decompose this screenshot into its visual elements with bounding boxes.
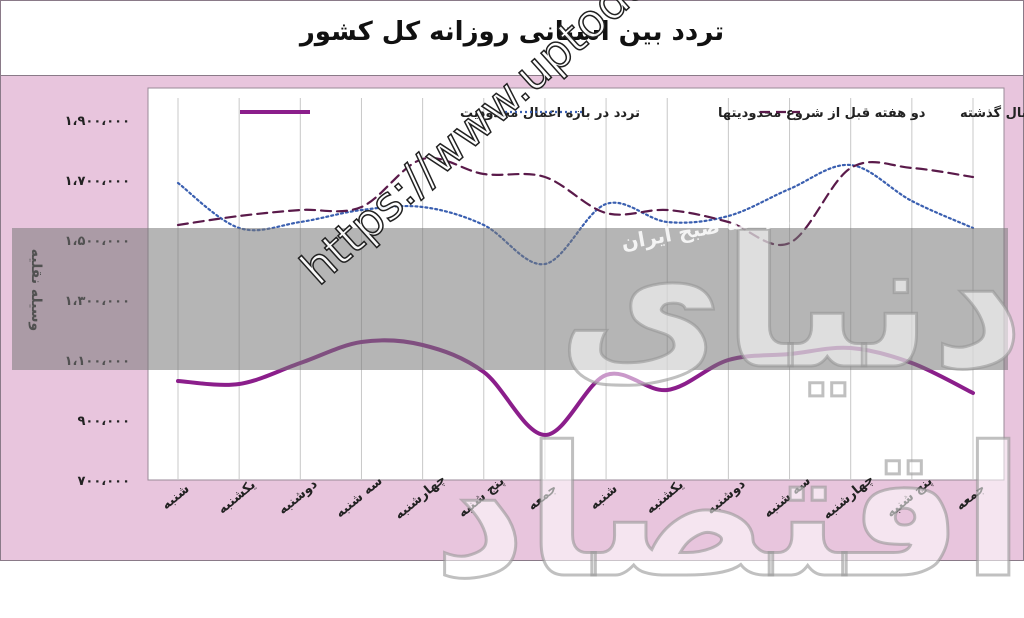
legend-label-3: تردد مدت مشابه سال گذشته bbox=[960, 105, 1024, 121]
y-tick-label: ۹۰۰،۰۰۰ bbox=[77, 414, 130, 429]
legend-label-1: تردد در بازه اعمال محدودیت bbox=[460, 106, 640, 121]
y-tick-label: ۷۰۰،۰۰۰ bbox=[77, 474, 130, 489]
y-tick-label: ۱،۷۰۰،۰۰۰ bbox=[65, 174, 130, 189]
chart-title: تردد بین استانی روزانه کل کشور bbox=[299, 17, 725, 47]
series-line-3 bbox=[176, 156, 975, 246]
watermark-band bbox=[12, 228, 1008, 370]
watermark-big-text: دنیای اقتصاد bbox=[432, 199, 1024, 618]
legend-label-2: دو هفته قبل از شروع محدودیتها bbox=[718, 106, 926, 121]
title-bar: تردد بین استانی روزانه کل کشور bbox=[1, 1, 1023, 76]
y-tick-label: ۱،۹۰۰،۰۰۰ bbox=[65, 114, 130, 129]
